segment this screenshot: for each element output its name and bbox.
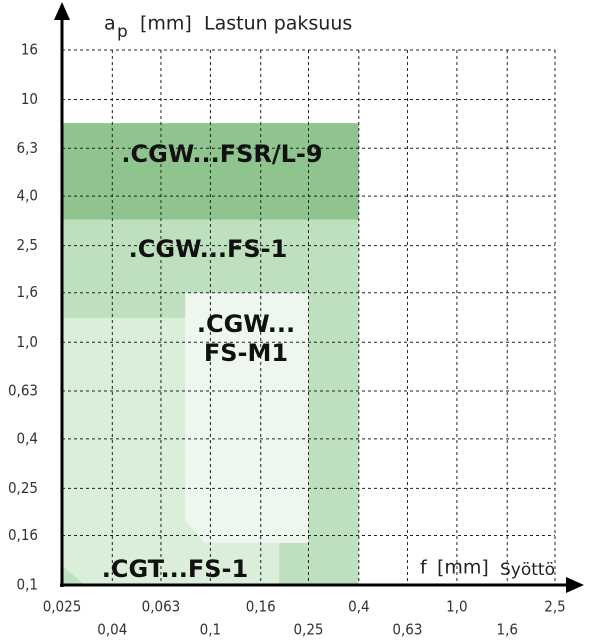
region-label: .CGW...FS-1 (129, 235, 288, 263)
y-label-subscript: p (117, 22, 128, 42)
x-tick-label: 0,25 (293, 621, 323, 639)
y-tick-label: 6,3 (17, 139, 38, 157)
y-tick-label: 2,5 (17, 236, 38, 254)
region-label: .CGW... (197, 310, 295, 338)
y-tick-label: 4,0 (17, 187, 38, 205)
y-tick-label: 0,4 (17, 429, 38, 447)
x-label-unit: [mm] (437, 557, 489, 579)
x-tick-label: 1,6 (496, 621, 517, 639)
x-tick-label: 0,04 (97, 621, 127, 639)
y-tick-label: 0,1 (17, 576, 38, 594)
y-tick-label: 1,0 (17, 333, 38, 351)
x-axis-arrow (566, 577, 584, 593)
y-label-symbol: a (104, 13, 116, 35)
labels: .CGW...FS-1 .CGW...FSR/L-9 .CGT...FS-1 .CGW… (8, 41, 566, 639)
x-tick-label: 0,025 (43, 598, 82, 616)
y-tick-label: 0,63 (8, 381, 38, 399)
x-tick-label: 0,1 (200, 621, 221, 639)
y-tick-label: 16 (21, 41, 38, 59)
x-label-symbol: f (420, 557, 428, 579)
y-tick-label: 10 (21, 90, 38, 108)
region-label: FS-M1 (204, 339, 288, 367)
y-label-unit: [mm] (140, 13, 192, 35)
x-tick-label: 0,4 (348, 598, 369, 616)
x-tick-label: 1,0 (446, 598, 467, 616)
region-label: .CGW...FSR/L-9 (121, 140, 322, 168)
y-tick-label: 1,6 (17, 283, 38, 301)
x-tick-label: 2,5 (544, 598, 565, 616)
x-tick-label: 0,063 (142, 598, 181, 616)
region (185, 292, 309, 543)
y-label-text: Lastun paksuus (204, 13, 352, 35)
grid (61, 49, 556, 586)
x-tick-label: 0,16 (246, 598, 276, 616)
x-tick-label: 0,63 (392, 621, 422, 639)
y-tick-label: 0,25 (8, 479, 38, 497)
y-axis-arrow (54, 2, 70, 20)
x-label-text: Syöttö (500, 560, 555, 580)
y-tick-label: 0,16 (8, 526, 38, 544)
region-label: .CGT...FS-1 (102, 555, 248, 583)
regions (62, 123, 359, 586)
